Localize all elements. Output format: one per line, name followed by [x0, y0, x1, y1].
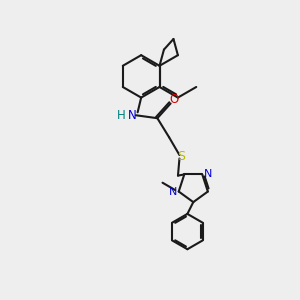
Text: S: S: [177, 150, 185, 163]
Text: H: H: [117, 109, 126, 122]
Text: N: N: [169, 187, 178, 196]
Text: N: N: [128, 109, 137, 122]
Text: O: O: [169, 93, 179, 106]
Text: N: N: [203, 169, 212, 179]
